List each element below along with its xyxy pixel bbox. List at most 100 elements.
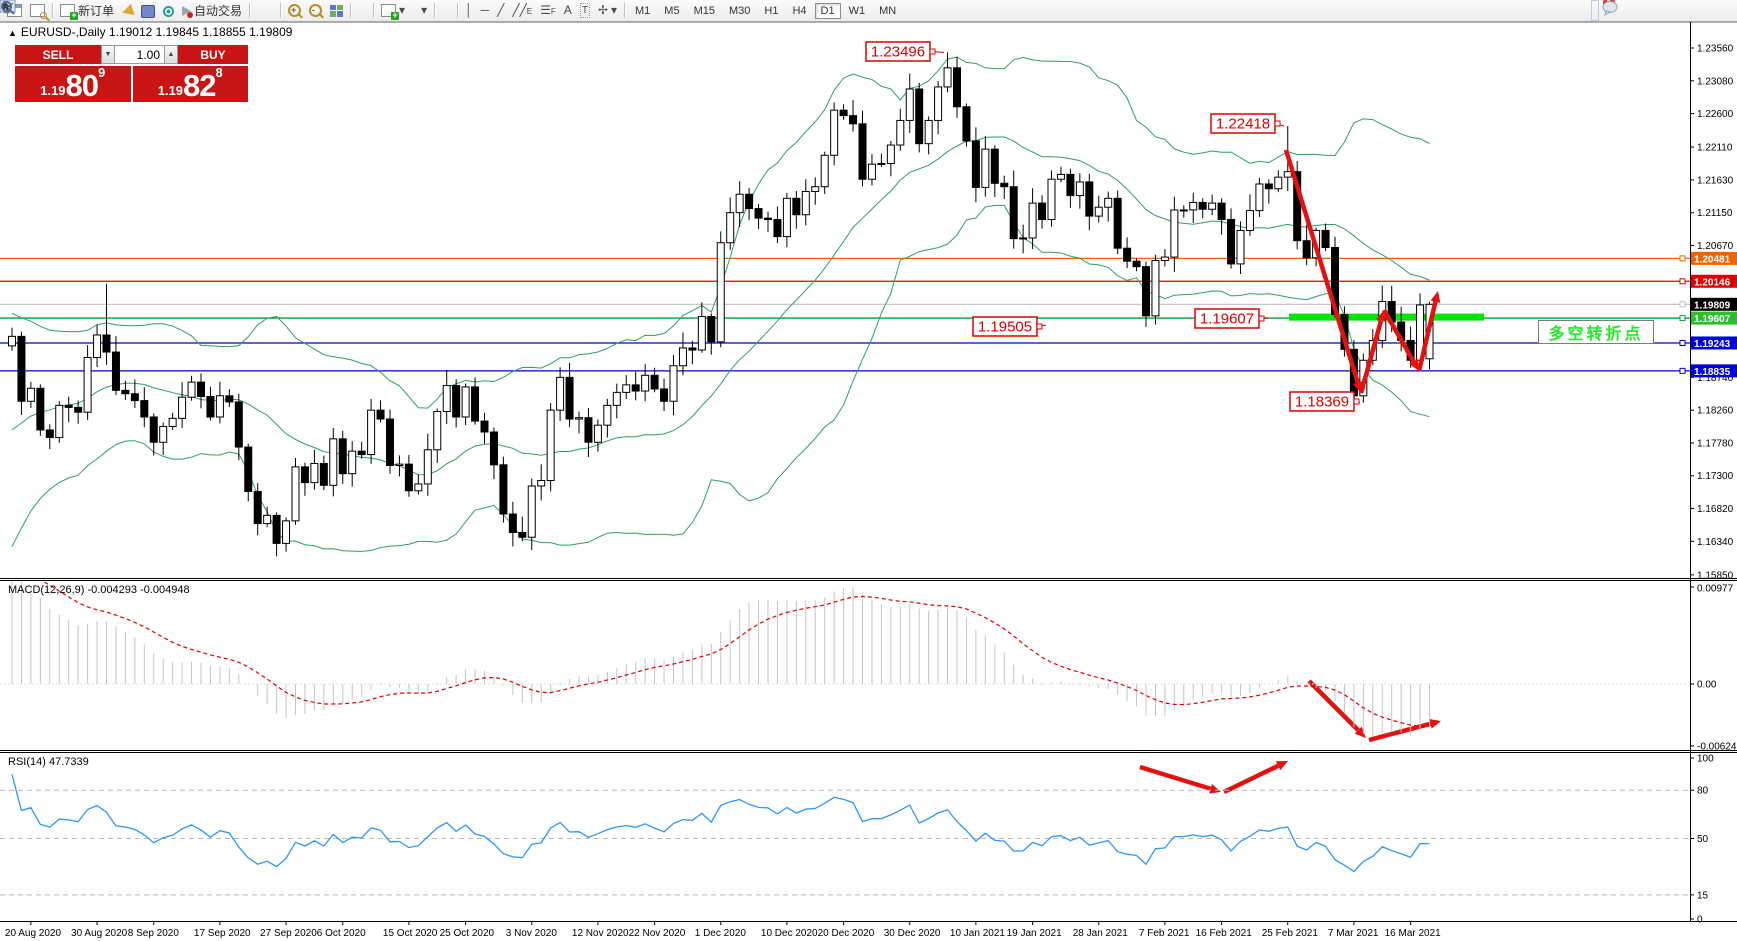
date-tick-label: 30 Aug 2020: [71, 928, 128, 939]
profiles-button[interactable]: [26, 0, 49, 21]
timeframe-h4[interactable]: H4: [792, 4, 807, 17]
collapse-arrow-icon[interactable]: ▲: [8, 28, 17, 38]
robot-icon: [141, 4, 156, 18]
axis-tick-label: 1.21150: [1697, 208, 1733, 219]
axis-tick-label: 0: [1697, 915, 1703, 926]
candle-body: [338, 438, 347, 475]
annotation-handle[interactable]: [1353, 398, 1360, 405]
timeframe-mn[interactable]: MN: [879, 4, 897, 17]
hline-handle[interactable]: [1679, 301, 1686, 308]
trend-arrow[interactable]: [1382, 308, 1416, 363]
zoom-out-button[interactable]: -: [305, 0, 326, 21]
line-chart-button[interactable]: [0, 0, 277, 21]
sell-button[interactable]: SELL: [15, 45, 101, 64]
zoom-in-button[interactable]: +: [284, 0, 305, 21]
chart-shift-button[interactable]: [1, 0, 370, 21]
candlestick-chart-button[interactable]: [1, 0, 269, 21]
candle-body: [357, 450, 366, 456]
trend-arrow[interactable]: [1416, 301, 1438, 372]
candle-body: [934, 86, 943, 121]
signals-button[interactable]: [159, 0, 178, 21]
autotrade-button[interactable]: 自动交易: [178, 0, 246, 21]
candle-body: [64, 404, 73, 408]
candle-body: [1019, 237, 1028, 240]
candle-body: [678, 347, 687, 367]
candle-body: [452, 385, 461, 418]
fibonacci-tool[interactable]: ☰F: [540, 2, 556, 17]
candle-body: [263, 514, 272, 525]
new-order-button[interactable]: + 新订单: [56, 0, 118, 21]
sounds-button[interactable]: [118, 0, 137, 21]
metaeditor-button[interactable]: [137, 0, 159, 21]
candle-body: [178, 396, 187, 419]
lot-increase-button[interactable]: ▲: [164, 45, 178, 64]
timeframe-w1[interactable]: W1: [848, 4, 866, 17]
horizontal-line-tool[interactable]: ─: [480, 3, 490, 17]
horn-icon: [120, 3, 135, 19]
hline-handle[interactable]: [1679, 255, 1686, 262]
chat-button[interactable]: 1: [1601, 0, 1618, 21]
annotation-handle[interactable]: [1036, 323, 1043, 330]
annotation-handle[interactable]: [1274, 120, 1281, 127]
candle-body: [433, 411, 442, 451]
turning-point-note[interactable]: 多空转折点: [1538, 320, 1654, 344]
candle-body: [1293, 171, 1302, 242]
trend-arrow[interactable]: [1223, 763, 1280, 795]
timeframe-m5[interactable]: M5: [664, 4, 680, 17]
buy-price-big: 82: [183, 68, 216, 103]
trend-arrow[interactable]: [1139, 764, 1212, 791]
vertical-line-tool[interactable]: │: [465, 3, 473, 17]
annotation-handle[interactable]: [1258, 315, 1265, 322]
indicators-button[interactable]: + ▾: [377, 0, 409, 21]
bar-chart-button[interactable]: [1, 0, 261, 21]
trend-arrow[interactable]: [1307, 679, 1360, 732]
buy-price-display[interactable]: 1.19 82 8: [132, 66, 248, 103]
periods-button[interactable]: [0, 0, 417, 21]
trend-arrow[interactable]: [1358, 319, 1384, 394]
hline-handle[interactable]: [1679, 367, 1686, 374]
search-button[interactable]: [1, 0, 1599, 21]
candle-body: [546, 409, 555, 482]
text-label-tool[interactable]: T: [579, 3, 590, 18]
candle-body: [272, 514, 281, 544]
price-tag: [1691, 297, 1737, 311]
price-annotation-text: 1.18369: [1295, 394, 1349, 411]
candle-body: [1113, 197, 1122, 249]
candle-body: [726, 212, 735, 244]
sell-price-display[interactable]: 1.19 80 9: [15, 66, 131, 102]
candle-body: [867, 163, 876, 180]
lot-decrease-button[interactable]: ▼: [101, 45, 115, 64]
text-tool[interactable]: A: [563, 3, 572, 17]
candle-body: [1151, 260, 1160, 317]
candle-body: [735, 193, 744, 214]
cursor-button[interactable]: [3, 0, 446, 21]
arrows-tool[interactable]: ✢ ▾: [597, 3, 618, 17]
date-tick-label: 25 Oct 2020: [440, 928, 495, 939]
hline-handle[interactable]: [1679, 278, 1686, 285]
tile-windows-button[interactable]: [326, 0, 347, 21]
annotation-handle[interactable]: [929, 48, 936, 55]
candle-body: [1274, 176, 1283, 190]
channel-tool[interactable]: ╱╱E: [512, 2, 533, 17]
hline-handle[interactable]: [1679, 339, 1686, 346]
crosshair-button[interactable]: [1, 0, 454, 21]
candle-body: [537, 480, 546, 487]
lot-size-input[interactable]: [115, 45, 164, 64]
trendline-tool[interactable]: ╱: [497, 3, 505, 17]
auto-scroll-button[interactable]: [1, 0, 362, 21]
trend-arrow[interactable]: [1283, 149, 1360, 384]
hline-handle[interactable]: [1679, 315, 1686, 322]
timeframe-d1[interactable]: D1: [814, 2, 841, 19]
buy-button[interactable]: BUY: [178, 45, 248, 64]
sell-price-prefix: 1.19: [40, 83, 66, 98]
timeframe-m30[interactable]: M30: [728, 4, 751, 17]
axis-tick-label: 1.20670: [1697, 241, 1734, 252]
trend-arrow-head: [1409, 358, 1419, 371]
templates-button[interactable]: ▾: [0, 0, 431, 21]
timeframe-m15[interactable]: M15: [693, 4, 715, 17]
date-tick-label: 7 Mar 2021: [1328, 928, 1379, 939]
timeframe-m1[interactable]: M1: [635, 4, 651, 17]
timeframe-h1[interactable]: H1: [764, 4, 779, 17]
